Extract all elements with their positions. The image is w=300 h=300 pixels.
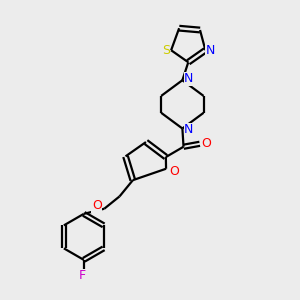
- Text: N: N: [184, 124, 194, 136]
- Text: N: N: [184, 72, 194, 85]
- Text: O: O: [92, 199, 102, 212]
- Text: O: O: [169, 165, 179, 178]
- Text: O: O: [201, 137, 211, 150]
- Text: N: N: [206, 44, 215, 57]
- Text: F: F: [79, 269, 86, 282]
- Text: S: S: [162, 44, 170, 57]
